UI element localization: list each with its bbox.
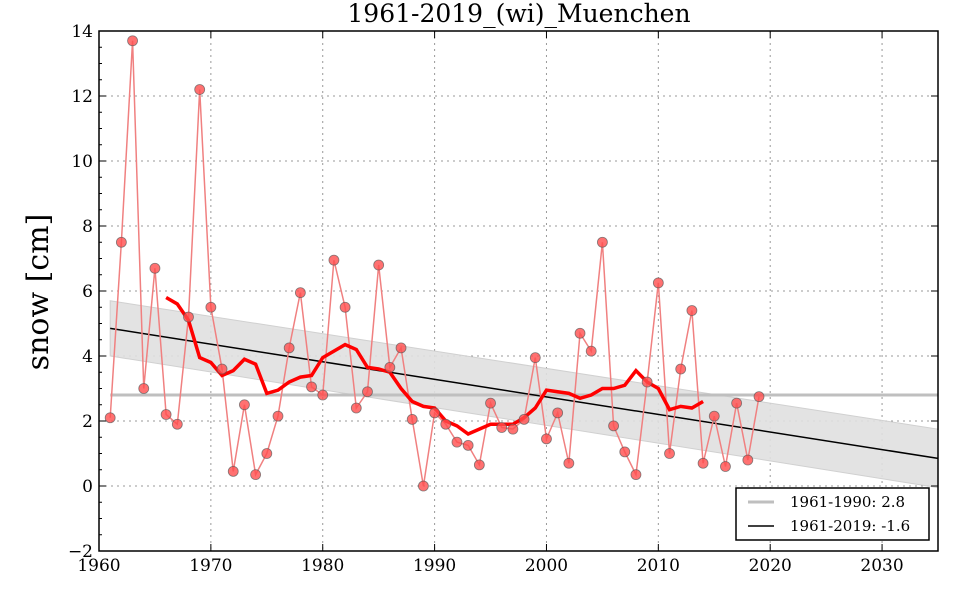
data-point (294, 287, 306, 299)
data-point (485, 397, 496, 409)
data-point (641, 376, 653, 388)
data-point (742, 454, 754, 466)
data-point (473, 459, 485, 471)
data-point (529, 352, 541, 364)
data-point (574, 327, 586, 339)
legend-box (735, 487, 930, 541)
data-point (227, 465, 239, 477)
y-tick-label: 14 (71, 22, 93, 42)
x-tick-label: 1990 (413, 556, 456, 576)
data-point (686, 305, 698, 316)
data-point (597, 236, 608, 248)
legend-label-reference: 1961-1990: 2.8 (790, 493, 905, 511)
data-point (306, 381, 317, 393)
data-point (675, 363, 687, 375)
data-point (518, 413, 530, 425)
axes-frame (98, 30, 939, 552)
x-tick-label: 1970 (189, 556, 232, 576)
y-tick-label: 10 (71, 152, 93, 172)
data-point (619, 446, 631, 458)
data-point (339, 301, 351, 313)
data-point (272, 410, 284, 422)
data-point (664, 448, 675, 459)
data-point (328, 254, 340, 266)
trend-line (110, 327, 939, 460)
data-point (406, 413, 418, 425)
data-point (697, 457, 709, 469)
x-tick-label: 2020 (749, 556, 792, 576)
y-tick-label: 2 (82, 412, 93, 432)
data-point (440, 418, 452, 430)
data-point (317, 389, 329, 401)
data-point (608, 420, 619, 432)
data-point (451, 436, 463, 448)
data-point (429, 407, 441, 419)
data-point (462, 439, 474, 451)
data-point (261, 448, 273, 459)
data-point (541, 433, 552, 445)
legend-label-trend: 1961-2019: -1.6 (790, 517, 910, 535)
y-tick-label: −2 (68, 542, 93, 562)
data-point (630, 469, 642, 481)
data-point (149, 262, 161, 274)
data-point (652, 277, 664, 289)
data-point (194, 84, 206, 95)
data-point (708, 410, 720, 422)
data-point (418, 480, 429, 492)
x-tick-label: 1960 (77, 556, 120, 576)
data-point (720, 461, 731, 472)
data-point (239, 399, 250, 411)
data-point (283, 342, 295, 354)
data-point (362, 386, 373, 398)
chart-title: 1961-2019_(wi)_Muenchen (347, 0, 690, 28)
data-point (731, 397, 743, 409)
y-tick-label: 6 (82, 282, 93, 302)
data-point (552, 407, 564, 419)
legend: 1961-1990: 2.8 1961-2019: -1.6 (735, 487, 930, 541)
data-point (395, 342, 407, 354)
x-tick-label: 2000 (525, 556, 568, 576)
data-point (115, 236, 127, 248)
data-point (384, 361, 396, 373)
data-point (250, 469, 262, 481)
data-point (183, 311, 194, 323)
data-point (171, 418, 183, 430)
x-tick-label: 2010 (637, 556, 680, 576)
data-point (350, 402, 362, 414)
y-tick-label: 0 (82, 477, 93, 497)
data-point (753, 391, 765, 403)
data-point (138, 383, 150, 394)
x-tick-label: 1980 (301, 556, 344, 576)
y-tick-label: 12 (71, 87, 93, 107)
data-point (373, 259, 385, 271)
y-axis-label: snow [cm] (21, 214, 56, 371)
data-point (496, 422, 508, 433)
plot-area: 1960 1970 1980 1990 2000 2010 2020 2030 −2 0 2 4 6 8 1… (68, 22, 939, 576)
data-point (160, 409, 172, 420)
data-point (585, 345, 597, 357)
data-point (104, 412, 116, 424)
y-tick-label: 4 (82, 347, 93, 367)
x-tick-label: 2030 (860, 556, 903, 576)
data-point (127, 35, 138, 47)
data-point (563, 457, 575, 469)
y-tick-label: 8 (82, 217, 93, 237)
data-point (507, 423, 519, 435)
data-point (205, 301, 217, 313)
data-point (216, 363, 228, 375)
